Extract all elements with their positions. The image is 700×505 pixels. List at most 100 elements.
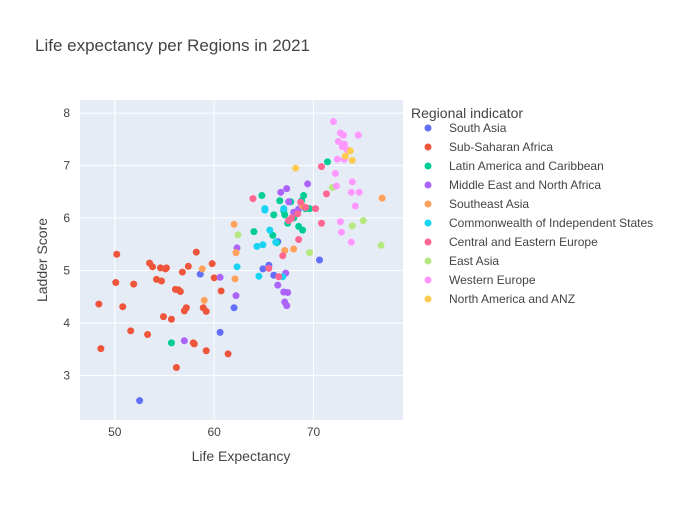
data-point bbox=[290, 245, 298, 253]
legend-marker bbox=[424, 143, 432, 151]
data-point bbox=[280, 205, 288, 213]
x-tick-labels: 50 60 70 bbox=[108, 425, 320, 439]
legend-entry[interactable]: South Asia bbox=[449, 121, 507, 135]
legend-entry[interactable]: Commonwealth of Independent States bbox=[449, 216, 653, 230]
legend-marker bbox=[424, 238, 432, 246]
legend-entry[interactable]: Western Europe bbox=[449, 273, 536, 287]
data-point bbox=[269, 231, 277, 239]
data-point bbox=[167, 339, 175, 347]
legend-marker bbox=[424, 181, 432, 189]
data-point bbox=[281, 247, 289, 255]
legend-entry[interactable]: Southeast Asia bbox=[449, 197, 529, 211]
grid bbox=[80, 100, 403, 420]
data-point bbox=[200, 296, 208, 304]
data-point bbox=[208, 260, 216, 268]
data-point bbox=[329, 118, 337, 126]
x-tick-label: 70 bbox=[307, 425, 321, 439]
legend-entry[interactable]: East Asia bbox=[449, 254, 499, 268]
data-point bbox=[216, 273, 224, 281]
data-point bbox=[281, 211, 289, 219]
legend: Regional indicator South Asia Sub-Saharan… bbox=[411, 105, 653, 306]
data-point bbox=[348, 178, 356, 186]
legend-marker bbox=[424, 162, 432, 170]
data-point bbox=[159, 313, 167, 321]
data-point bbox=[277, 188, 285, 196]
data-point bbox=[284, 289, 292, 297]
data-point bbox=[288, 214, 296, 222]
data-point bbox=[172, 364, 180, 372]
data-point bbox=[182, 304, 190, 312]
data-point bbox=[272, 238, 280, 246]
legend-entry[interactable]: Central and Eastern Europe bbox=[449, 235, 598, 249]
data-point bbox=[136, 397, 144, 405]
data-point bbox=[354, 131, 362, 139]
legend-items: South Asia Sub-Saharan Africa Latin Americ… bbox=[424, 121, 653, 306]
data-point bbox=[336, 218, 344, 226]
data-point bbox=[149, 263, 157, 271]
data-point bbox=[232, 249, 240, 257]
data-point bbox=[112, 279, 120, 287]
scatter-points bbox=[95, 118, 386, 405]
data-point bbox=[334, 137, 342, 145]
data-point bbox=[217, 287, 225, 295]
y-tick-label: 3 bbox=[63, 368, 70, 382]
data-point bbox=[202, 307, 210, 315]
legend-marker bbox=[424, 124, 432, 132]
data-point bbox=[210, 274, 218, 282]
y-axis-label: Ladder Score bbox=[34, 218, 50, 302]
data-point bbox=[178, 268, 186, 276]
data-point bbox=[297, 198, 305, 206]
y-tick-label: 4 bbox=[63, 316, 70, 330]
data-point bbox=[196, 270, 204, 278]
data-point bbox=[167, 315, 175, 323]
data-point bbox=[378, 194, 386, 202]
data-point bbox=[304, 180, 312, 188]
data-point bbox=[266, 226, 274, 234]
data-point bbox=[265, 264, 273, 272]
data-point bbox=[216, 328, 224, 336]
data-point bbox=[292, 164, 300, 172]
legend-marker bbox=[424, 200, 432, 208]
data-point bbox=[283, 302, 291, 310]
data-point bbox=[130, 280, 138, 288]
data-point bbox=[95, 300, 103, 308]
data-point bbox=[276, 197, 284, 205]
y-tick-label: 8 bbox=[63, 106, 70, 120]
plot-area bbox=[80, 100, 403, 420]
legend-marker bbox=[424, 276, 432, 284]
data-point bbox=[285, 198, 293, 206]
data-point bbox=[258, 191, 266, 199]
legend-marker bbox=[424, 295, 432, 303]
legend-title: Regional indicator bbox=[411, 105, 523, 121]
data-point bbox=[255, 272, 263, 280]
data-point bbox=[359, 217, 367, 225]
data-point bbox=[318, 163, 326, 171]
legend-entry[interactable]: Middle East and North Africa bbox=[449, 178, 601, 192]
data-point bbox=[351, 202, 359, 210]
data-point bbox=[275, 273, 283, 281]
data-point bbox=[144, 330, 152, 338]
data-point bbox=[127, 327, 135, 335]
x-tick-label: 50 bbox=[108, 425, 122, 439]
data-point bbox=[176, 287, 184, 295]
data-point bbox=[340, 140, 348, 148]
data-point bbox=[190, 340, 198, 348]
y-tick-label: 7 bbox=[63, 159, 70, 173]
data-point bbox=[347, 188, 355, 196]
data-point bbox=[283, 185, 291, 193]
legend-entry[interactable]: North America and ANZ bbox=[449, 292, 575, 306]
legend-entry[interactable]: Sub-Saharan Africa bbox=[449, 140, 553, 154]
data-point bbox=[230, 220, 238, 228]
data-point bbox=[198, 265, 206, 273]
data-point bbox=[157, 277, 165, 285]
data-point bbox=[249, 195, 257, 203]
data-point bbox=[377, 241, 385, 249]
data-point bbox=[333, 155, 341, 163]
data-point bbox=[234, 231, 242, 239]
data-point bbox=[299, 226, 307, 234]
data-point bbox=[332, 182, 340, 190]
legend-entry[interactable]: Latin America and Caribbean bbox=[449, 159, 604, 173]
data-point bbox=[184, 262, 192, 270]
data-point bbox=[312, 205, 320, 213]
